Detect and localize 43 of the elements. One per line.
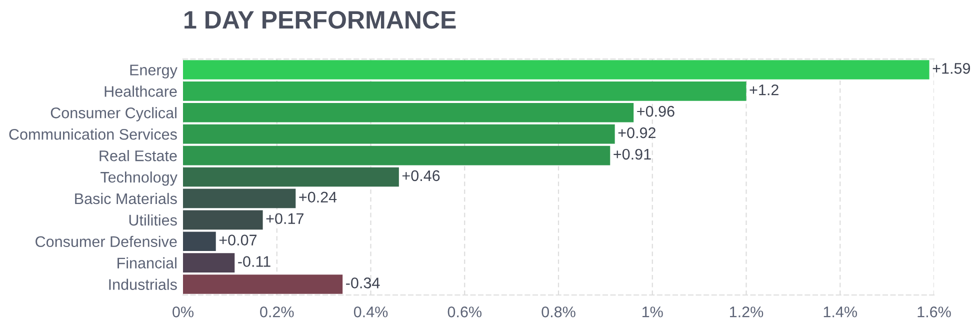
data-label: +0.96 [637,106,674,117]
bar [183,167,399,187]
x-tick-label: 0.2% [260,306,294,318]
y-tick-label: Consumer Defensive [36,236,177,248]
x-tick-label: 1.2% [730,306,764,318]
bar [183,253,235,272]
bar [183,274,343,294]
data-label: +0.91 [614,148,651,160]
x-tick-label: 0% [172,306,194,318]
data-label: +0.46 [402,170,440,182]
bar [183,232,216,252]
data-label: +1.2 [750,84,778,96]
y-tick-label: Energy [130,64,178,78]
x-tick-label: 0.6% [448,306,482,318]
data-label: +0.07 [219,234,257,246]
bar [183,82,746,101]
y-tick-label: Real Estate [100,150,177,162]
y-tick-label: Consumer Cyclical [50,107,176,122]
x-tick-label: 0.8% [542,306,576,318]
bar [183,188,296,208]
data-label: +0.24 [299,192,337,203]
data-label: +0.92 [618,127,656,138]
x-tick-label: 1.6% [918,306,951,318]
bar [183,146,610,166]
y-tick-label: Communication Services [9,128,177,140]
y-tick-label: Utilities [129,214,177,226]
data-label: +0.17 [266,213,304,224]
bar [183,124,615,144]
y-tick-label: Financial [118,257,176,269]
data-label: -0.34 [346,278,380,288]
x-tick-label: 1.4% [824,306,857,318]
y-tick-label: Technology [100,171,178,186]
bar [183,210,263,230]
y-tick-label: Basic Materials [75,192,177,204]
y-tick-label: Industrials [109,278,177,290]
bar [183,102,634,122]
x-tick-label: 0.4% [354,306,388,318]
data-label: -0.11 [238,256,270,267]
x-tick-label: 1% [642,306,663,318]
data-label: +1.59 [932,63,970,74]
bar [183,60,930,80]
y-tick-label: Healthcare [104,86,177,97]
chart-title: 1 DAY PERFORMANCE [184,11,456,29]
